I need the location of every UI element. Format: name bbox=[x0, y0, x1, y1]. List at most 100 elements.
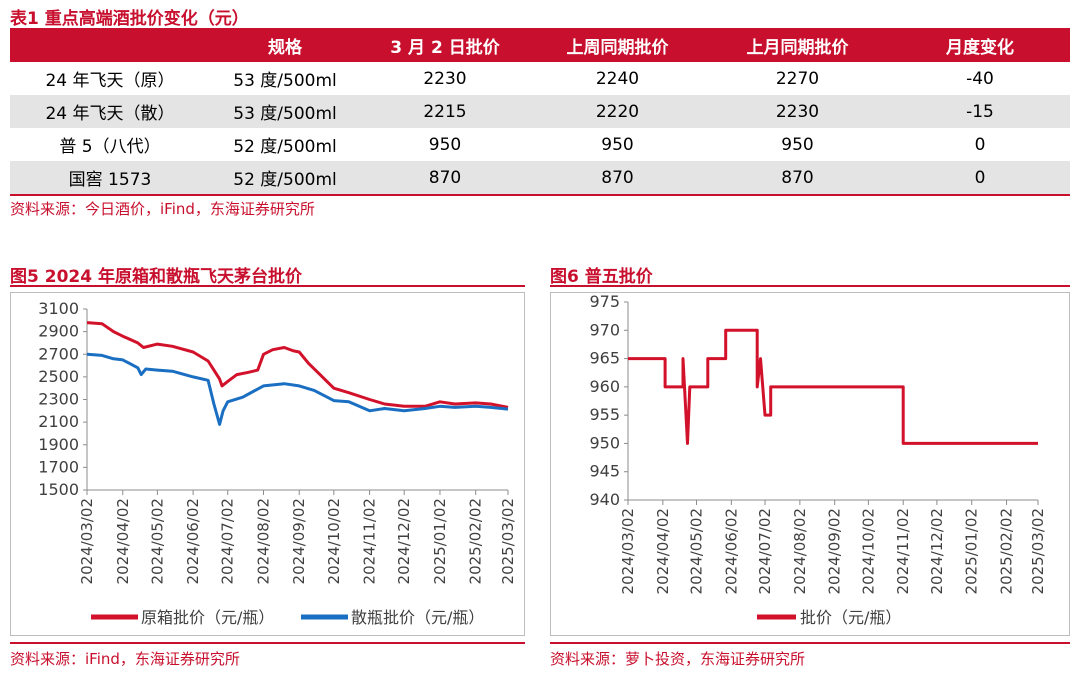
table1-source: 资料来源：今日酒价，iFind，东海证券研究所 bbox=[10, 200, 315, 218]
y-tick-label: 2100 bbox=[38, 412, 79, 431]
table-cell: 24 年飞天（散） bbox=[10, 95, 210, 128]
x-tick-label: 2024/03/02 bbox=[619, 508, 637, 594]
header-cell: 月度变化 bbox=[890, 28, 1070, 62]
y-tick-label: 950 bbox=[589, 433, 620, 452]
x-tick-label: 2024/08/02 bbox=[254, 498, 272, 584]
x-tick-label: 2025/02/02 bbox=[467, 498, 485, 584]
series-line bbox=[86, 321, 509, 409]
x-tick-label: 2025/01/02 bbox=[431, 498, 449, 584]
x-tick-label: 2024/06/02 bbox=[722, 508, 740, 594]
legend-label: 批价（元/瓶） bbox=[800, 608, 901, 627]
table-header-row: 规格 3 月 2 日批价 上周同期批价 上月同期批价 月度变化 bbox=[10, 28, 1070, 62]
y-tick-label: 2300 bbox=[38, 390, 79, 409]
y-tick-label: 2700 bbox=[38, 344, 79, 363]
table-cell: 2270 bbox=[775, 68, 820, 89]
table-row: 24 年飞天（散） 53 度/500ml 2215 2220 2230 -15 bbox=[10, 95, 1070, 128]
fig6-bottom-rule bbox=[550, 642, 1070, 644]
x-tick-label: 2024/08/02 bbox=[791, 508, 809, 594]
fig5-title-rule bbox=[10, 285, 525, 287]
table-cell: 52 度/500ml bbox=[233, 137, 337, 157]
table-cell: 2230 bbox=[705, 95, 890, 128]
table-cell: 52 度/500ml bbox=[210, 161, 360, 194]
y-tick-label: 945 bbox=[589, 462, 620, 481]
y-tick-label: 1900 bbox=[38, 435, 79, 454]
x-tick-label: 2024/03/02 bbox=[78, 498, 96, 584]
x-tick-label: 2024/07/02 bbox=[756, 508, 774, 594]
fig6-axes: 940 945 950 955 960 965 970 975 2024/03/02 2024/0… bbox=[589, 292, 1047, 594]
x-tick-label: 2024/06/02 bbox=[184, 498, 202, 584]
y-tick-label: 960 bbox=[589, 377, 620, 396]
x-tick-label: 2024/04/02 bbox=[654, 508, 672, 594]
table-cell: 870 bbox=[360, 161, 530, 194]
table-cell: 950 bbox=[601, 134, 634, 155]
table-row: 24 年飞天（原） 53 度/500ml 2230 2240 2270 -40 bbox=[10, 62, 1070, 95]
header-cell bbox=[10, 28, 210, 62]
fig6-legend: 批价（元/瓶） bbox=[757, 608, 901, 627]
header-cell: 3 月 2 日批价 bbox=[360, 28, 530, 62]
x-tick-label: 2025/02/02 bbox=[998, 508, 1016, 594]
x-tick-label: 2024/05/02 bbox=[688, 508, 706, 594]
fig6-source: 资料来源：萝卜投资，东海证券研究所 bbox=[550, 650, 806, 668]
table-cell: 950 bbox=[781, 134, 814, 155]
table-cell: -15 bbox=[890, 95, 1070, 128]
x-tick-label: 2025/01/02 bbox=[963, 508, 981, 594]
table-cell: 普 5（八代） bbox=[59, 137, 161, 157]
x-tick-label: 2024/11/02 bbox=[361, 498, 379, 584]
table-cell: 870 bbox=[705, 161, 890, 194]
x-tick-label: 2024/05/02 bbox=[148, 498, 166, 584]
y-tick-label: 1700 bbox=[38, 457, 79, 476]
table-cell: 0 bbox=[974, 134, 986, 155]
x-tick-label: 2024/12/02 bbox=[928, 508, 946, 594]
table-row: 国窖 1573 52 度/500ml 870 870 870 0 bbox=[10, 161, 1070, 194]
legend-label: 原箱批价（元/瓶） bbox=[141, 608, 274, 627]
fig6-title: 图6 普五批价 bbox=[550, 267, 653, 287]
y-tick-label: 955 bbox=[589, 405, 620, 424]
fig5-axes: 1500 1700 1900 2100 2300 2500 2700 2900 3100 2024… bbox=[38, 299, 517, 584]
x-tick-label: 2024/09/02 bbox=[826, 508, 844, 594]
table-cell: 0 bbox=[890, 161, 1070, 194]
y-tick-label: 3100 bbox=[38, 299, 79, 318]
x-tick-label: 2024/12/02 bbox=[395, 498, 413, 584]
header-cell: 上月同期批价 bbox=[705, 28, 890, 62]
fig6-title-rule bbox=[550, 285, 1070, 287]
table-cell: -40 bbox=[966, 68, 994, 89]
fig5-legend: 原箱批价（元/瓶） 散瓶批价（元/瓶） bbox=[91, 608, 484, 627]
y-tick-label: 965 bbox=[589, 349, 620, 368]
table-row: 普 5（八代） 52 度/500ml 950 950 950 0 bbox=[10, 128, 1070, 161]
table-cell: 53 度/500ml bbox=[210, 95, 360, 128]
table-cell: 2215 bbox=[360, 95, 530, 128]
x-tick-label: 2024/07/02 bbox=[219, 498, 237, 584]
table-cell: 国窖 1573 bbox=[10, 161, 210, 194]
table-cell: 2240 bbox=[595, 68, 640, 89]
table-cell: 24 年飞天（原） bbox=[45, 71, 175, 91]
x-tick-label: 2024/10/02 bbox=[325, 498, 343, 584]
fig6-frame: 940 945 950 955 960 965 970 975 2024/03/02 2024/0… bbox=[550, 292, 1070, 636]
fig5-frame: 1500 1700 1900 2100 2300 2500 2700 2900 3100 2024… bbox=[10, 292, 525, 636]
series-line bbox=[628, 328, 1038, 445]
y-tick-label: 970 bbox=[589, 320, 620, 339]
table-cell: 2230 bbox=[423, 68, 467, 89]
table-cell: 870 bbox=[530, 161, 705, 194]
fig6-series bbox=[628, 328, 1038, 445]
fig6-chart: 940 945 950 955 960 965 970 975 2024/03/02 2024/0… bbox=[589, 292, 1047, 627]
fig5-bottom-rule bbox=[10, 642, 525, 644]
price-table: 规格 3 月 2 日批价 上周同期批价 上月同期批价 月度变化 24 年飞天（原… bbox=[10, 28, 1070, 194]
fig5-chart: 1500 1700 1900 2100 2300 2500 2700 2900 3100 2024… bbox=[38, 299, 517, 627]
table-bottom-rule bbox=[10, 194, 1070, 196]
legend-label: 散瓶批价（元/瓶） bbox=[351, 608, 484, 627]
fig5-source: 资料来源：iFind，东海证券研究所 bbox=[10, 650, 240, 668]
fig5-title: 图5 2024 年原箱和散瓶飞天茅台批价 bbox=[10, 267, 302, 287]
x-tick-label: 2024/04/02 bbox=[114, 498, 132, 584]
header-cell: 规格 bbox=[210, 28, 360, 62]
table-cell: 950 bbox=[428, 134, 462, 155]
y-tick-label: 940 bbox=[589, 490, 620, 509]
x-tick-label: 2025/03/02 bbox=[1029, 508, 1047, 594]
series-line bbox=[86, 352, 509, 426]
fig5-series bbox=[86, 321, 509, 426]
y-tick-label: 1500 bbox=[38, 480, 79, 499]
table1-title: 表1 重点高端酒批价变化（元） bbox=[10, 9, 249, 29]
y-tick-label: 2900 bbox=[38, 322, 79, 341]
y-tick-label: 975 bbox=[589, 293, 620, 311]
header-cell: 上周同期批价 bbox=[530, 28, 705, 62]
table-cell: 53 度/500ml bbox=[233, 71, 337, 91]
